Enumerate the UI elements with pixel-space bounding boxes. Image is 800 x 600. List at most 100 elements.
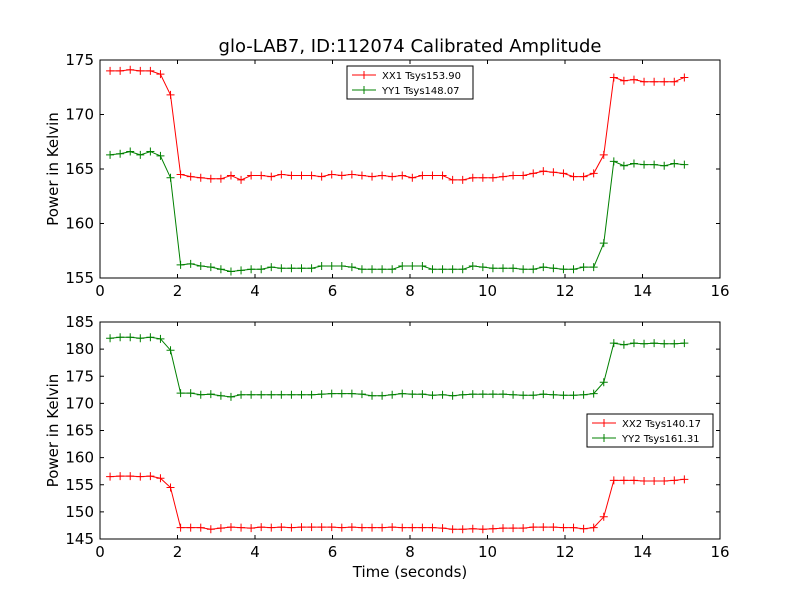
data-point <box>267 390 276 399</box>
y-tick-label: 145 <box>65 530 94 548</box>
data-point <box>589 523 598 532</box>
data-point <box>388 265 397 274</box>
data-point <box>267 523 276 532</box>
data-point <box>196 390 205 399</box>
data-point <box>670 159 679 168</box>
x-tick-label: 12 <box>555 543 574 561</box>
data-point <box>357 265 366 274</box>
data-point <box>347 389 356 398</box>
data-point <box>579 263 588 272</box>
data-point <box>206 174 215 183</box>
data-point <box>499 390 507 399</box>
series-2 <box>106 333 689 401</box>
x-tick-label: 4 <box>250 282 260 300</box>
data-point <box>589 263 598 272</box>
data-point <box>478 173 487 182</box>
legend-box <box>346 65 474 100</box>
data-point <box>388 390 397 399</box>
data-point <box>247 390 256 399</box>
chart-title: glo-LAB7, ID:112074 Calibrated Amplitude <box>219 36 602 57</box>
y-tick-label: 160 <box>65 449 94 467</box>
data-point <box>599 150 608 159</box>
data-point <box>126 472 135 481</box>
data-point <box>458 175 467 184</box>
y-tick-label: 175 <box>65 367 94 385</box>
data-point <box>156 474 165 483</box>
legend-label: YY2 Tsys161.31 <box>621 434 700 445</box>
data-point <box>307 264 316 273</box>
x-tick-label: 6 <box>328 282 338 300</box>
data-point <box>398 389 407 398</box>
data-point <box>106 334 115 343</box>
y-tick-label: 155 <box>65 476 94 494</box>
data-point <box>529 169 538 178</box>
data-point <box>559 523 568 532</box>
data-point <box>126 65 135 74</box>
data-point <box>186 259 195 268</box>
y-axis-label: Power in Kelvin <box>44 112 62 226</box>
data-point <box>216 524 225 533</box>
y-tick-label: 155 <box>65 269 94 287</box>
data-point <box>428 265 437 274</box>
data-point <box>650 160 659 169</box>
data-point <box>176 389 185 398</box>
data-point <box>287 523 296 532</box>
data-point <box>650 339 659 348</box>
legend-marker <box>600 434 608 442</box>
data-point <box>418 390 427 399</box>
data-point <box>559 391 568 400</box>
data-point <box>680 475 689 484</box>
data-point <box>619 476 628 485</box>
data-point <box>549 390 558 399</box>
data-point <box>408 173 417 182</box>
data-point <box>297 264 306 273</box>
data-point <box>267 263 276 272</box>
data-point <box>287 390 296 399</box>
data-point <box>287 264 296 273</box>
data-point <box>670 339 679 348</box>
data-point <box>317 172 326 181</box>
data-point <box>206 525 215 534</box>
data-point <box>488 173 497 182</box>
data-point <box>609 476 618 485</box>
data-point <box>378 523 387 532</box>
data-point <box>529 523 538 532</box>
data-point <box>539 167 548 176</box>
y-tick-label: 165 <box>65 160 94 178</box>
data-point <box>478 390 487 399</box>
data-point <box>337 171 346 180</box>
data-point <box>519 265 528 274</box>
data-point <box>468 390 477 399</box>
data-point <box>408 523 417 532</box>
data-point <box>226 267 235 276</box>
data-point <box>589 389 598 398</box>
series-line <box>110 475 685 530</box>
data-point <box>660 339 669 348</box>
data-point <box>448 175 457 184</box>
data-point <box>680 339 689 348</box>
data-point <box>317 262 326 271</box>
data-point <box>368 391 377 400</box>
data-point <box>640 476 649 485</box>
data-point <box>317 390 326 399</box>
legend-label: XX2 Tsys140.17 <box>622 419 701 430</box>
data-point <box>106 472 115 481</box>
data-point <box>448 265 457 274</box>
data-point <box>408 390 417 399</box>
data-point <box>136 334 145 343</box>
data-point <box>549 264 558 273</box>
data-point <box>629 476 638 485</box>
data-point <box>438 265 447 274</box>
data-point <box>106 66 115 75</box>
x-tick-label: 0 <box>95 543 105 561</box>
data-point <box>509 264 518 273</box>
data-point <box>136 150 145 159</box>
data-point <box>237 175 246 184</box>
legend-box <box>586 413 714 448</box>
data-point <box>569 391 578 400</box>
data-point <box>680 160 689 169</box>
data-point <box>599 378 608 387</box>
x-axis-label: Time (seconds) <box>352 563 468 581</box>
data-point <box>337 523 346 532</box>
data-point <box>126 147 135 156</box>
